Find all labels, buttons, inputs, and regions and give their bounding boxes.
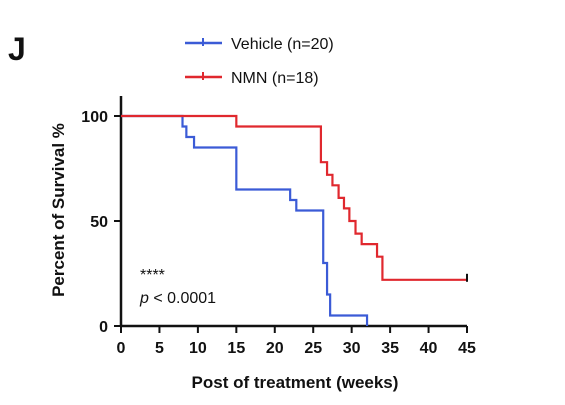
tick-labels: 0 5 10 15 20 25 30 35 40 45 0 50 100 (81, 109, 476, 357)
p-value: p < 0.0001 (139, 290, 216, 307)
survival-curve-nmn (121, 114, 467, 281)
x-tick-label: 20 (266, 340, 284, 357)
axes (114, 96, 468, 333)
significance-stars: **** (140, 267, 165, 284)
p-symbol: p (139, 290, 149, 307)
x-tick-label: 30 (343, 340, 361, 357)
survival-curve-vehicle (121, 114, 369, 326)
legend-entry-vehicle: Vehicle (n=20) (185, 36, 334, 53)
x-tick-label: 25 (304, 340, 322, 357)
legend: Vehicle (n=20) NMN (n=18) (185, 36, 334, 87)
y-tick-label: 0 (99, 319, 108, 336)
x-tick-label: 35 (381, 340, 399, 357)
x-tick-label: 10 (189, 340, 207, 357)
p-value-text: < 0.0001 (149, 290, 216, 307)
x-tick-label: 5 (155, 340, 164, 357)
legend-label-nmn: NMN (n=18) (231, 70, 319, 87)
y-tick-label: 50 (90, 214, 108, 231)
x-tick-label: 40 (420, 340, 438, 357)
series-layer (121, 114, 468, 326)
x-tick-label: 45 (458, 340, 476, 357)
x-axis-title: Post of treatment (weeks) (192, 373, 399, 392)
legend-label-vehicle: Vehicle (n=20) (231, 36, 334, 53)
legend-entry-nmn: NMN (n=18) (185, 70, 319, 87)
y-tick-label: 100 (81, 109, 108, 126)
panel-label: J (8, 31, 26, 67)
x-tick-label: 0 (117, 340, 126, 357)
y-axis-title: Percent of Survival % (49, 123, 68, 297)
x-tick-label: 15 (227, 340, 245, 357)
